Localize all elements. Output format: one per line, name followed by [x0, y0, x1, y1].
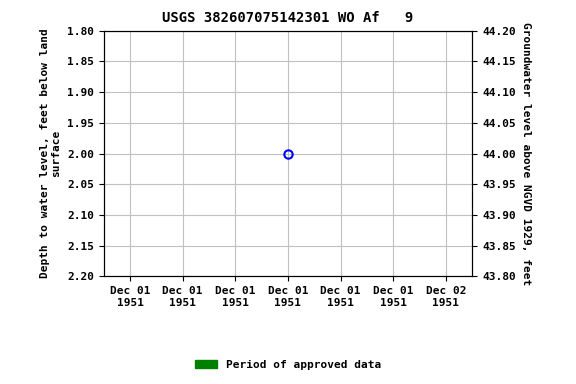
Y-axis label: Groundwater level above NGVD 1929, feet: Groundwater level above NGVD 1929, feet: [521, 22, 531, 285]
Title: USGS 382607075142301 WO Af   9: USGS 382607075142301 WO Af 9: [162, 12, 414, 25]
Y-axis label: Depth to water level, feet below land
surface: Depth to water level, feet below land su…: [40, 29, 62, 278]
Legend: Period of approved data: Period of approved data: [191, 356, 385, 375]
